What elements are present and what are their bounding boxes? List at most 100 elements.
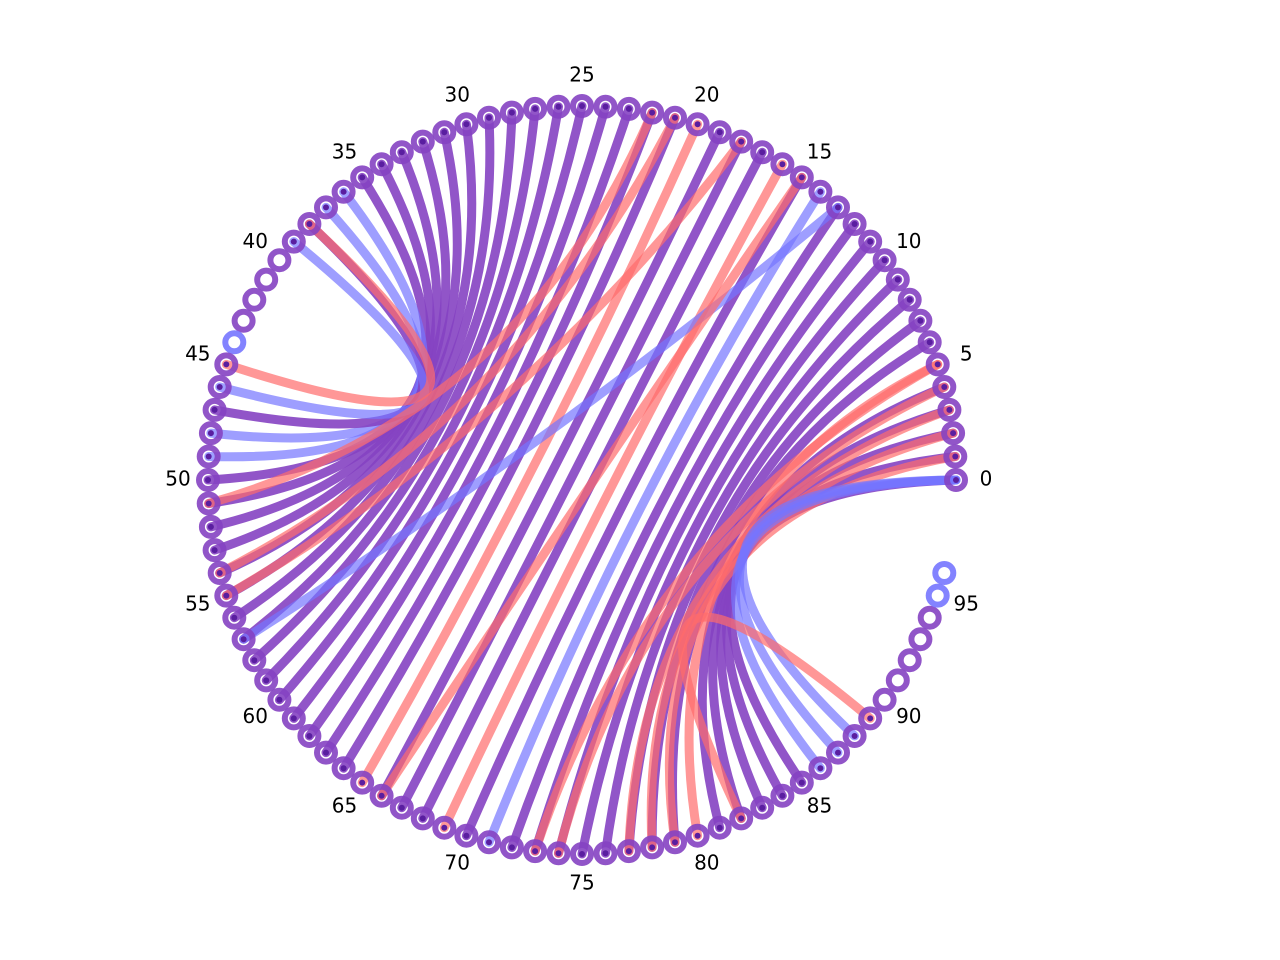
node-label-5: 5 — [960, 342, 973, 366]
node-78 — [640, 835, 665, 860]
node-17 — [750, 140, 775, 165]
node-label-30: 30 — [444, 82, 469, 106]
node-12 — [842, 212, 867, 236]
node-label-50: 50 — [165, 467, 190, 491]
link-16-69 — [439, 159, 787, 833]
link-12-73 — [530, 219, 860, 856]
link-74-4 — [554, 382, 949, 858]
node-label-20: 20 — [694, 82, 719, 106]
node-53 — [202, 538, 227, 563]
node-label-0: 0 — [980, 467, 993, 491]
link-15-70 — [461, 172, 807, 841]
node-57 — [231, 627, 256, 652]
node-92 — [897, 648, 922, 673]
links-layer — [203, 101, 961, 859]
node-73 — [523, 839, 548, 864]
node-label-60: 60 — [242, 704, 267, 728]
node-51 — [196, 491, 221, 516]
node-label-90: 90 — [896, 704, 921, 728]
link-10-75 — [577, 255, 890, 859]
node-label-85: 85 — [807, 793, 832, 817]
node-9 — [885, 267, 910, 292]
node-84 — [770, 783, 795, 808]
node-24 — [593, 94, 618, 119]
node-35 — [350, 165, 375, 190]
node-59 — [254, 668, 279, 693]
node-label-80: 80 — [694, 851, 719, 875]
node-18 — [729, 129, 754, 154]
node-55 — [214, 583, 239, 608]
node-13 — [826, 195, 850, 220]
link-20-65 — [357, 119, 703, 788]
node-88 — [842, 724, 867, 748]
node-74 — [546, 841, 571, 866]
link-24-61 — [289, 102, 610, 723]
link-89-82 — [678, 612, 875, 823]
node-label-95: 95 — [953, 591, 978, 615]
node-80 — [685, 823, 710, 848]
node-52 — [198, 514, 223, 539]
node-5 — [925, 352, 950, 377]
link-73-5 — [530, 359, 943, 856]
node-56 — [222, 605, 247, 630]
node-70 — [454, 823, 479, 848]
link-66-15 — [377, 172, 807, 801]
node-66 — [369, 783, 394, 808]
node-label-35: 35 — [332, 140, 357, 164]
node-87 — [826, 740, 850, 765]
node-31 — [432, 120, 457, 145]
node-48 — [198, 421, 223, 446]
node-50 — [196, 468, 220, 492]
node-44 — [222, 330, 247, 355]
node-4 — [932, 375, 957, 399]
node-83 — [750, 795, 775, 820]
node-76 — [593, 841, 618, 866]
node-72 — [499, 835, 524, 860]
node-30 — [454, 112, 479, 137]
node-36 — [331, 179, 356, 204]
node-68 — [410, 806, 435, 831]
node-47 — [202, 397, 227, 422]
node-69 — [432, 815, 457, 840]
node-54 — [207, 561, 232, 585]
link-45-38 — [221, 219, 436, 407]
node-27 — [523, 96, 548, 121]
link-28-57 — [239, 108, 517, 644]
node-label-10: 10 — [896, 229, 921, 253]
link-18-67 — [397, 137, 746, 813]
node-10 — [872, 248, 897, 273]
node-19 — [707, 120, 732, 145]
node-85 — [789, 770, 814, 795]
node-label-25: 25 — [569, 63, 594, 87]
node-33 — [389, 140, 414, 165]
node-20 — [685, 112, 710, 137]
node-42 — [242, 287, 267, 312]
node-91 — [885, 668, 910, 693]
link-13-72 — [507, 202, 843, 852]
node-0 — [944, 468, 968, 492]
link-77-3 — [624, 405, 954, 856]
node-14 — [808, 179, 833, 204]
link-57-13 — [239, 202, 843, 644]
node-58 — [242, 648, 267, 673]
node-62 — [297, 724, 322, 748]
node-25 — [570, 94, 594, 118]
node-75 — [570, 842, 594, 866]
link-29-56 — [229, 113, 495, 623]
node-22 — [640, 100, 665, 125]
node-23 — [616, 96, 641, 121]
link-79-1 — [664, 452, 960, 847]
node-label-75: 75 — [569, 871, 594, 895]
node-8 — [897, 287, 922, 312]
node-67 — [389, 795, 414, 820]
node-16 — [770, 152, 795, 177]
node-65 — [350, 770, 375, 795]
node-61 — [281, 706, 306, 731]
node-34 — [369, 152, 394, 177]
link-23-62 — [304, 104, 634, 741]
node-40 — [267, 248, 292, 273]
node-90 — [872, 687, 897, 712]
node-label-70: 70 — [444, 851, 469, 875]
node-81 — [707, 815, 732, 840]
